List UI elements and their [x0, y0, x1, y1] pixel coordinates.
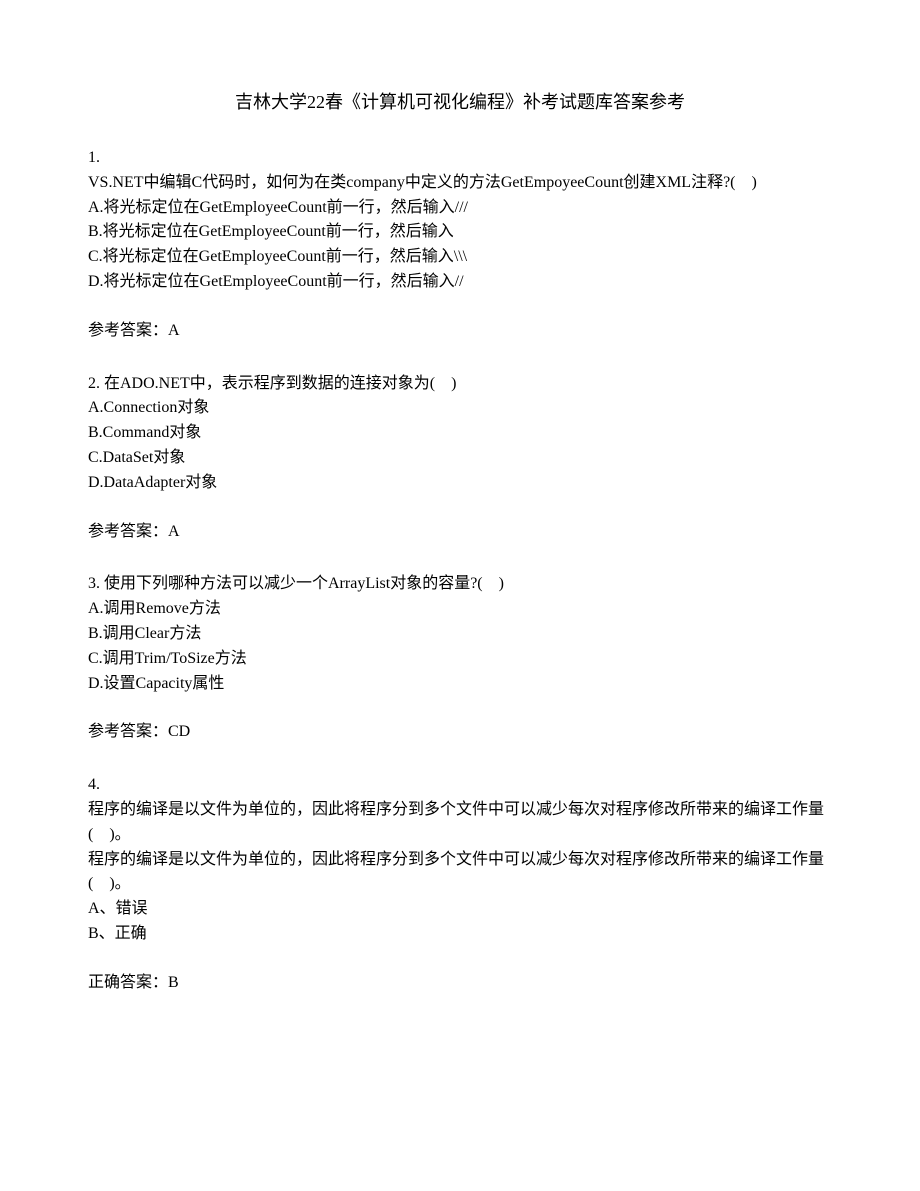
question-option: C.DataSet对象 [88, 446, 832, 471]
question-option: B、正确 [88, 922, 832, 947]
question-block: 4. 程序的编译是以文件为单位的，因此将程序分到多个文件中可以减少每次对程序修改… [88, 773, 832, 995]
document-title: 吉林大学22春《计算机可视化编程》补考试题库答案参考 [88, 88, 832, 114]
answer-label: 参考答案：CD [88, 720, 832, 745]
question-option: B.Command对象 [88, 421, 832, 446]
question-block: 1. VS.NET中编辑C代码时，如何为在类company中定义的方法GetEm… [88, 146, 832, 344]
question-option: C.将光标定位在GetEmployeeCount前一行，然后输入\\\ [88, 245, 832, 270]
question-text-inline: 在ADO.NET中，表示程序到数据的连接对象为( ) [100, 375, 456, 392]
question-option: A.将光标定位在GetEmployeeCount前一行，然后输入/// [88, 196, 832, 221]
question-option: B.调用Clear方法 [88, 622, 832, 647]
question-option: A.调用Remove方法 [88, 597, 832, 622]
question-option: A、错误 [88, 897, 832, 922]
question-block: 3. 使用下列哪种方法可以减少一个ArrayList对象的容量?( ) A.调用… [88, 572, 832, 745]
question-text-line: 程序的编译是以文件为单位的，因此将程序分到多个文件中可以减少每次对程序修改所带来… [88, 798, 832, 848]
question-text-line: 程序的编译是以文件为单位的，因此将程序分到多个文件中可以减少每次对程序修改所带来… [88, 848, 832, 898]
question-block: 2. 在ADO.NET中，表示程序到数据的连接对象为( ) A.Connecti… [88, 372, 832, 545]
question-option: D.设置Capacity属性 [88, 672, 832, 697]
question-number-inline: 3. [88, 575, 100, 592]
question-number-inline: 2. [88, 375, 100, 392]
question-option: B.将光标定位在GetEmployeeCount前一行，然后输入 [88, 220, 832, 245]
answer-label: 参考答案：A [88, 520, 832, 545]
question-number: 1. [88, 146, 832, 171]
question-option: D.DataAdapter对象 [88, 471, 832, 496]
answer-label: 正确答案：B [88, 971, 832, 996]
answer-label: 参考答案：A [88, 319, 832, 344]
question-text-inline: 使用下列哪种方法可以减少一个ArrayList对象的容量?( ) [100, 575, 504, 592]
question-number: 4. [88, 773, 832, 798]
question-option: A.Connection对象 [88, 396, 832, 421]
question-option: C.调用Trim/ToSize方法 [88, 647, 832, 672]
document-page: 吉林大学22春《计算机可视化编程》补考试题库答案参考 1. VS.NET中编辑C… [0, 0, 920, 1064]
question-line: 2. 在ADO.NET中，表示程序到数据的连接对象为( ) [88, 372, 832, 397]
question-line: 3. 使用下列哪种方法可以减少一个ArrayList对象的容量?( ) [88, 572, 832, 597]
question-option: D.将光标定位在GetEmployeeCount前一行，然后输入// [88, 270, 832, 295]
question-text: VS.NET中编辑C代码时，如何为在类company中定义的方法GetEmpoy… [88, 171, 832, 196]
